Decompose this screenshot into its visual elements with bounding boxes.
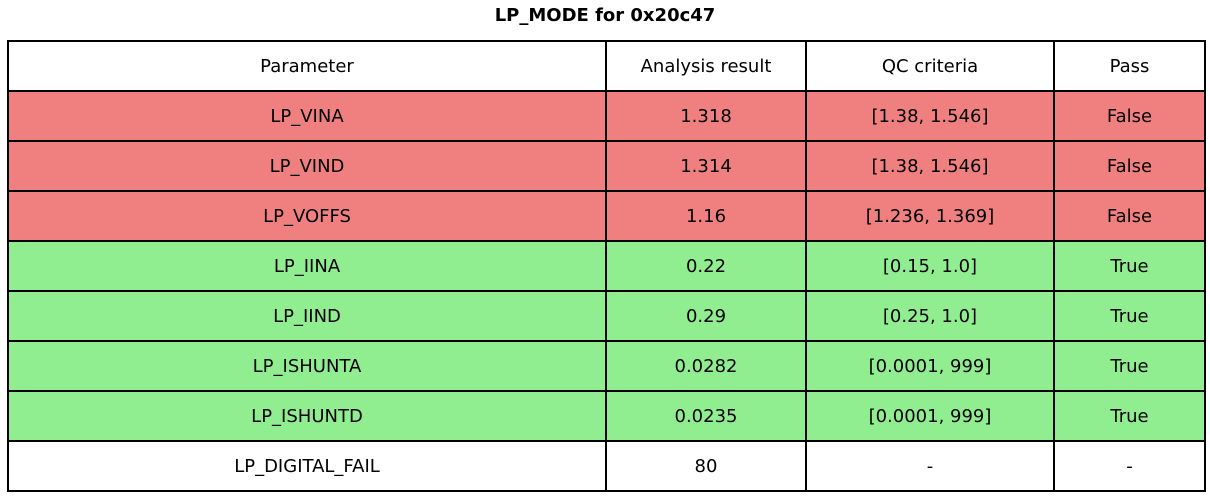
table-row: LP_IINA 0.22 [0.15, 1.0] True <box>7 240 1206 292</box>
table-row: LP_VOFFS 1.16 [1.236, 1.369] False <box>7 190 1206 242</box>
cell-parameter: LP_DIGITAL_FAIL <box>7 440 607 492</box>
cell-analysis-result: 1.318 <box>605 90 807 142</box>
cell-parameter: LP_IIND <box>7 290 607 342</box>
table-row: LP_ISHUNTA 0.0282 [0.0001, 999] True <box>7 340 1206 392</box>
cell-parameter: LP_VIND <box>7 140 607 192</box>
cell-pass: False <box>1053 140 1206 192</box>
cell-analysis-result: 1.16 <box>605 190 807 242</box>
col-header-analysis-result: Analysis result <box>605 40 807 92</box>
cell-qc-criteria: [0.15, 1.0] <box>805 240 1055 292</box>
header-row: Parameter Analysis result QC criteria Pa… <box>7 40 1206 92</box>
cell-pass: - <box>1053 440 1206 492</box>
cell-qc-criteria: [1.236, 1.369] <box>805 190 1055 242</box>
cell-pass: True <box>1053 340 1206 392</box>
col-header-parameter: Parameter <box>7 40 607 92</box>
cell-analysis-result: 0.22 <box>605 240 807 292</box>
cell-parameter: LP_ISHUNTD <box>7 390 607 442</box>
table-row: LP_ISHUNTD 0.0235 [0.0001, 999] True <box>7 390 1206 442</box>
col-header-qc-criteria: QC criteria <box>805 40 1055 92</box>
cell-pass: True <box>1053 290 1206 342</box>
cell-parameter: LP_IINA <box>7 240 607 292</box>
cell-parameter: LP_VINA <box>7 90 607 142</box>
cell-analysis-result: 0.29 <box>605 290 807 342</box>
cell-analysis-result: 0.0235 <box>605 390 807 442</box>
qc-results-table: Parameter Analysis result QC criteria Pa… <box>7 40 1206 492</box>
table-row: LP_DIGITAL_FAIL 80- - <box>7 440 1206 492</box>
col-header-pass: Pass <box>1053 40 1206 92</box>
cell-qc-criteria: [1.38, 1.546] <box>805 140 1055 192</box>
cell-qc-criteria: [0.0001, 999] <box>805 390 1055 442</box>
cell-qc-criteria: [1.38, 1.546] <box>805 90 1055 142</box>
cell-parameter: LP_ISHUNTA <box>7 340 607 392</box>
cell-qc-criteria: [0.0001, 999] <box>805 340 1055 392</box>
cell-qc-criteria: [0.25, 1.0] <box>805 290 1055 342</box>
cell-analysis-result: 80 <box>605 440 807 492</box>
cell-pass: True <box>1053 390 1206 442</box>
cell-qc-criteria: - <box>805 440 1055 492</box>
cell-analysis-result: 0.0282 <box>605 340 807 392</box>
table-row: LP_VIND 1.314 [1.38, 1.546] False <box>7 140 1206 192</box>
table-row: LP_IIND 0.29 [0.25, 1.0] True <box>7 290 1206 342</box>
cell-pass: False <box>1053 90 1206 142</box>
cell-pass: False <box>1053 190 1206 242</box>
table-row: LP_VINA 1.318 [1.38, 1.546] False <box>7 90 1206 142</box>
cell-pass: True <box>1053 240 1206 292</box>
cell-analysis-result: 1.314 <box>605 140 807 192</box>
page-title: LP_MODE for 0x20c47 <box>494 5 716 26</box>
cell-parameter: LP_VOFFS <box>7 190 607 242</box>
